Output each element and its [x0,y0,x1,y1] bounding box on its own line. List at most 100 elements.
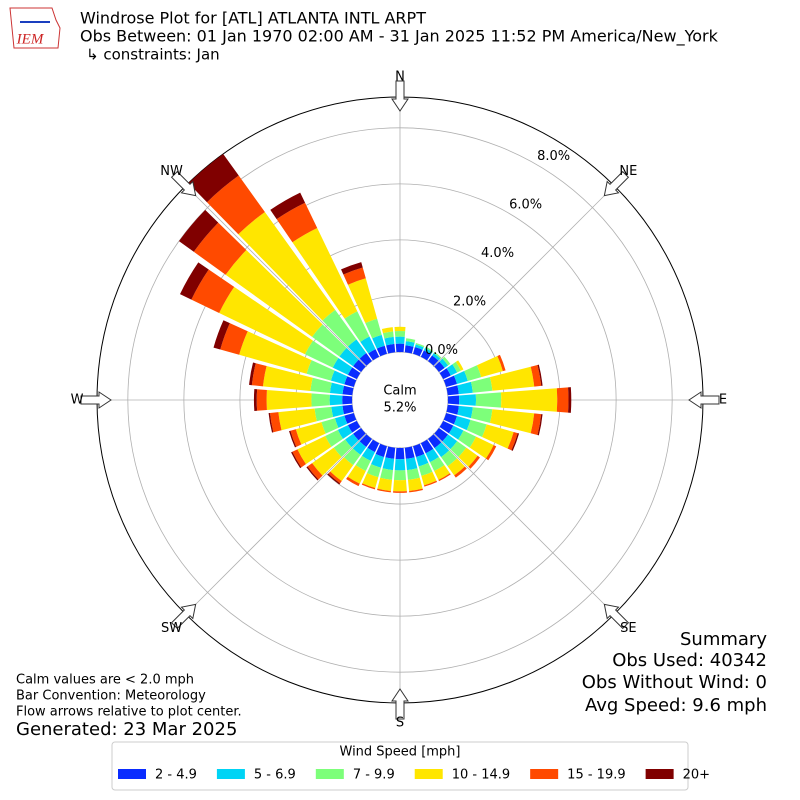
bar-segment [394,459,406,471]
bar-segment [452,361,461,373]
bar-segment [425,346,434,353]
bar-segment [310,377,332,394]
bar-segment [268,412,274,433]
bar-segment [386,343,396,354]
bar-segment [425,448,439,463]
bar-segment [366,464,381,478]
bar-segment [511,433,520,451]
bar-segment [362,473,379,489]
bar-segment [568,387,572,413]
compass-label: E [719,393,727,408]
flow-arrow [603,170,630,197]
bar-segment [443,375,457,388]
bar-segment [306,466,319,481]
bar-segment [253,389,258,411]
bar-segment [405,338,416,343]
bar-segment [291,451,302,469]
bar-segment [412,347,423,357]
bar-segment [344,311,370,342]
bar-segment [418,462,433,476]
note: Bar Convention: Meteorology [16,689,206,704]
bar-segment [428,355,439,366]
flow-arrow [391,688,409,720]
chart-subtitle: Obs Between: 01 Jan 1970 02:00 AM - 31 J… [80,27,719,47]
bar-segment [459,394,477,406]
summary-line: Obs Used: 40342 [612,650,767,671]
bar-segment [263,365,313,392]
bar-segment [269,412,282,433]
bar-segment [385,446,396,459]
bar-segment [466,419,487,438]
bar-segment [347,278,378,324]
bar-segment [377,488,391,493]
bar-segment [433,351,442,359]
bar-segment [455,360,464,371]
bar-segment [429,457,445,472]
flow-arrow [80,391,112,409]
bar-segment [322,309,357,347]
bar-segment [355,455,371,472]
bar-segment [361,483,376,490]
bar-segment [330,370,348,385]
bar-segment [220,323,248,355]
bar-segment [395,343,405,353]
r-tick-label: 2.0% [453,294,486,309]
bar-segment [457,381,473,395]
bar-segment [266,389,312,411]
bar-segment [405,341,415,347]
bar-segment [292,227,358,319]
bar-segment [327,473,341,485]
bar-segment [347,420,361,433]
bar-segment [225,250,323,337]
bar-segment [344,412,357,424]
bar-segment [278,408,317,431]
bar-segment [270,192,306,220]
bar-segment [365,318,382,339]
bar-segment [193,222,247,275]
compass-label: NW [160,164,183,179]
bar-segment [345,433,359,448]
bar-segment [360,336,376,354]
bar-segment [376,345,388,357]
summary-line: Summary [680,629,767,650]
bar-segment [329,394,343,406]
legend-label: 5 - 6.9 [254,768,296,783]
bar-segment [470,407,493,423]
bar-segment [420,350,431,361]
bar-segment [434,428,449,442]
bar-segment [394,330,406,337]
bar-segment [178,209,219,252]
bar-segment [393,491,407,493]
bar-segment [342,395,353,405]
bar-segment [312,324,347,357]
flow-arrow [603,603,630,630]
bar-segment [530,413,542,436]
r-tick-label: 8.0% [537,149,570,164]
bar-segment [367,439,380,453]
legend-swatch [414,769,443,779]
compass-label: W [71,393,84,408]
bar-segment [381,327,394,334]
bar-segment [347,367,361,380]
note: Calm values are < 2.0 mph [16,673,194,688]
bar-segment [359,353,372,366]
bar-segment [432,353,441,361]
legend-swatch [315,769,344,779]
bar-segment [353,359,366,372]
compass-label: S [396,716,404,731]
bar-segment [443,412,457,425]
grid-ring [127,127,673,673]
bar-segment [485,445,497,461]
bar-segment [292,449,306,468]
flow-arrow [688,391,720,409]
legend-label: 20+ [683,768,710,783]
flow-arrow [170,603,197,630]
bar-segment [404,345,414,354]
bar-segment [428,434,442,449]
bar-segment [353,428,366,441]
calm-circle [353,353,447,447]
bar-segment [393,479,407,492]
bar-segment [420,439,434,454]
bar-segment [434,465,450,480]
bar-segment [256,389,267,411]
